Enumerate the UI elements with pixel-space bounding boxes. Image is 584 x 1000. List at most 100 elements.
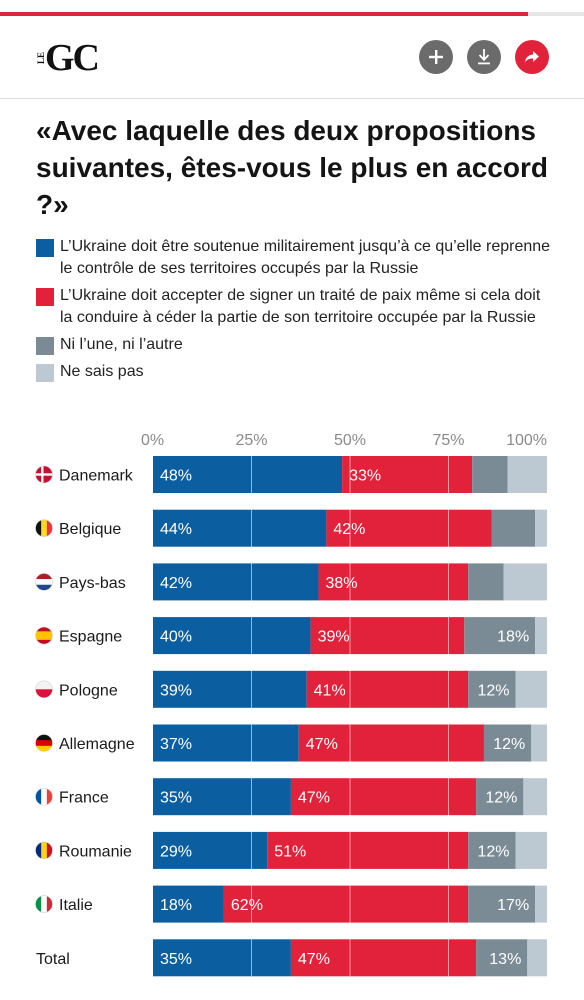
data-label: 39% [318,629,350,646]
data-label: 35% [160,790,192,807]
bar-segment [468,831,516,869]
data-label: 33% [349,468,381,485]
add-button[interactable] [419,40,453,74]
bar-segment [342,456,473,493]
bar-segment [515,670,547,708]
category-label: Roumanie [59,843,132,860]
bar-segment [535,617,547,655]
data-label: 48% [160,468,192,485]
bar-segment [468,670,516,708]
bar-segment [472,456,508,493]
chart-svg: 0% 25% 50% 75% 100% Danemark 48% 33% Belgique 44%… [35,432,547,977]
category-label: Total [36,951,70,968]
flag-fr-icon [35,787,53,806]
data-label: 37% [160,736,192,753]
bar-segment [153,724,299,762]
data-label: 12% [493,736,525,753]
data-label: 42% [333,521,365,538]
bar-segment [491,509,536,547]
reading-progress-bar [0,12,528,16]
bar-segment [267,831,469,869]
legend-item: L’Ukraine doit accepter de signer un tra… [36,285,556,329]
bar-segment [476,778,524,816]
data-label: 47% [298,790,330,807]
x-tick-label: 75% [432,432,464,449]
data-label: 38% [325,575,357,592]
download-button[interactable] [467,40,501,74]
data-label: 42% [160,575,192,592]
legend-item: Ne sais pas [36,361,556,383]
legend-label: Ni l’une, ni l’autre [60,336,183,353]
legend-swatch [36,337,54,355]
bar-segment [483,724,532,762]
bar-segment [310,617,465,655]
bar-segment [468,563,504,601]
stacked-bar-chart: 0% 25% 50% 75% 100% Danemark 48% 33% Belgique 44%… [0,428,584,988]
legend-swatch [36,239,54,257]
bar-segment [298,724,484,762]
x-tick-label: 100% [506,432,547,449]
logo[interactable]: LE GC [36,37,100,79]
bar-segment [290,778,477,816]
bar-segment [468,885,536,923]
plus-icon [429,50,443,64]
flag-ro-icon [35,841,53,860]
data-label: 47% [298,951,330,968]
bar-segment [153,939,291,977]
legend-label: Ne sais pas [60,363,144,380]
bar-segment [531,724,547,762]
data-label: 40% [160,629,192,646]
bar-segment [153,885,224,923]
flag-nl-icon [35,573,53,591]
bar-segment [507,456,547,493]
data-label: 51% [274,843,306,860]
bar-segment [318,563,469,601]
x-tick-label: 25% [235,432,267,449]
data-label: 41% [314,682,346,699]
x-tick-label: 50% [334,432,366,449]
legend-swatch [36,364,54,382]
download-icon [478,49,490,65]
category-label: Italie [59,897,93,914]
share-button[interactable] [515,40,549,74]
bar-segment [153,617,311,655]
legend-item: Ni l’une, ni l’autre [36,334,556,356]
category-label: Belgique [59,521,121,538]
flag-de-icon [35,734,53,752]
bar-segment [153,509,327,547]
data-label: 39% [160,682,192,699]
category-label: Danemark [59,468,134,485]
bar-segment [476,939,528,977]
flag-es-icon [35,626,53,645]
bar-segment [464,617,536,655]
bar-segment [153,778,291,816]
bar-segment [527,939,547,977]
data-label: 12% [485,790,517,807]
bar-segment [153,563,319,601]
bar-segment [535,885,547,923]
data-label: 35% [160,951,192,968]
data-label: 44% [160,521,192,538]
bar-segment [153,831,268,869]
legend-label: L’Ukraine doit être soutenue militaireme… [60,238,551,277]
chart-title: «Avec laquelle des deux propositions sui… [36,115,548,220]
bar-segment [290,939,477,977]
bar-segment [515,831,547,869]
data-label: 29% [160,843,192,860]
category-label: Pologne [59,682,118,699]
bar-segment [535,509,547,547]
legend-label: L’Ukraine doit accepter de signer un tra… [60,287,541,326]
data-label: 17% [497,897,529,914]
flag-pl-icon [35,680,53,699]
data-label: 13% [489,951,521,968]
data-label: 18% [160,897,192,914]
category-label: Pays-bas [59,575,126,592]
bar-segment [153,456,343,493]
flag-it-icon [35,895,53,913]
header: LE GC [0,16,584,99]
category-label: Allemagne [59,736,135,753]
logo-text: GC [45,37,100,79]
data-label: 62% [231,897,263,914]
legend-item: L’Ukraine doit être soutenue militaireme… [36,236,556,280]
legend-swatch [36,288,54,306]
